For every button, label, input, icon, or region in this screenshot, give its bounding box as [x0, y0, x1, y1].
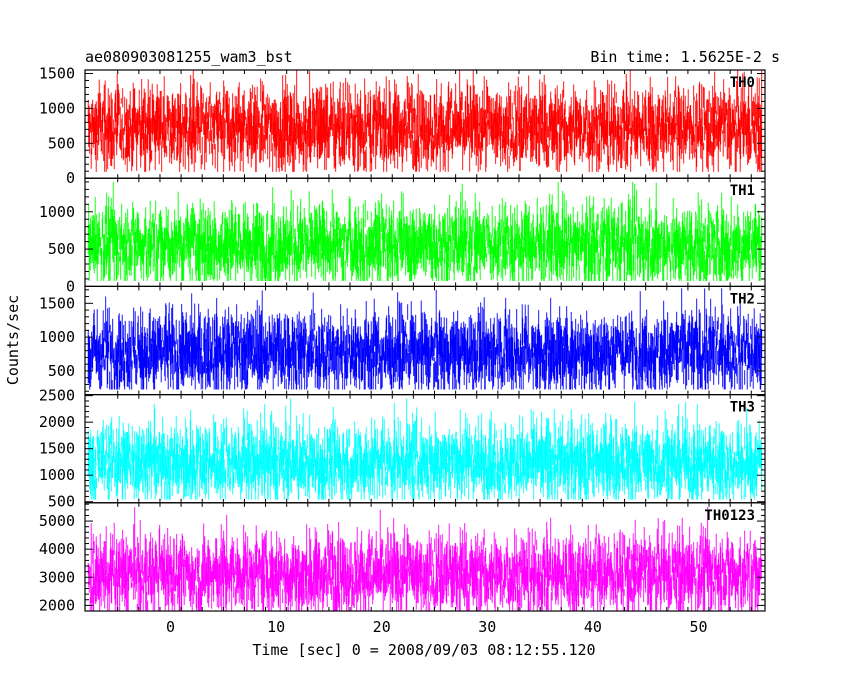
series-th1 — [87, 181, 763, 281]
x-tick-label: 30 — [478, 618, 496, 636]
y-tick-label: 1500 — [39, 294, 75, 312]
series-th0123 — [87, 507, 763, 611]
y-tick-label: 3000 — [39, 568, 75, 586]
series-th3 — [87, 398, 763, 500]
panel-th1: 0 500 1000 TH1 — [39, 177, 766, 295]
y-tick-label: 0 — [66, 169, 75, 187]
panel-label: TH0123 — [704, 508, 755, 524]
y-tick-label: 2500 — [39, 387, 75, 405]
panel-th2: 500 1000 1500 TH2 — [39, 285, 766, 396]
y-tick-label: 1000 — [39, 99, 75, 117]
y-tick-label: 500 — [48, 240, 75, 258]
panel-frame — [84, 502, 766, 612]
x-tick-label: 20 — [373, 618, 391, 636]
panel-label: TH1 — [730, 183, 755, 199]
panel-th0: 0 500 1000 1500 TH0 — [39, 64, 766, 187]
bin-time-label: Bin time: 1.5625E-2 s — [590, 48, 780, 66]
series-th0 — [87, 70, 763, 172]
x-axis-label: Time [sec] 0 = 2008/09/03 08:12:55.120 — [252, 641, 595, 659]
series-th2 — [87, 288, 763, 390]
y-tick-label: 500 — [48, 134, 75, 152]
y-axis-label: Counts/sec — [4, 295, 22, 385]
x-tick-label: 10 — [267, 618, 285, 636]
y-tick-label: 2000 — [39, 413, 75, 431]
y-tick-label: 1000 — [39, 466, 75, 484]
y-tick-label: 1500 — [39, 440, 75, 458]
x-tick-label: 0 — [166, 618, 175, 636]
y-tick-label: 500 — [48, 493, 75, 511]
panel-label: TH3 — [730, 400, 755, 416]
chart-title: ae080903081255_wam3_bst — [85, 48, 293, 66]
x-tick-label: 40 — [584, 618, 602, 636]
y-tick-label: 4000 — [39, 540, 75, 558]
x-tick-label: 50 — [689, 618, 707, 636]
panel-label: TH0 — [730, 75, 755, 91]
y-tick-label: 0 — [66, 277, 75, 295]
panel-th0123: 2000 3000 4000 5000 TH0123 — [39, 502, 766, 614]
y-tick-label: 5000 — [39, 512, 75, 530]
panel-label: TH2 — [730, 291, 755, 307]
y-tick-label: 500 — [48, 362, 75, 380]
y-tick-label: 1000 — [39, 328, 75, 346]
y-tick-label: 1500 — [39, 64, 75, 82]
y-tick-label: 1000 — [39, 203, 75, 221]
panel-th3: 500 1000 1500 2000 2500 TH3 — [39, 387, 766, 511]
y-tick-label: 2000 — [39, 596, 75, 614]
